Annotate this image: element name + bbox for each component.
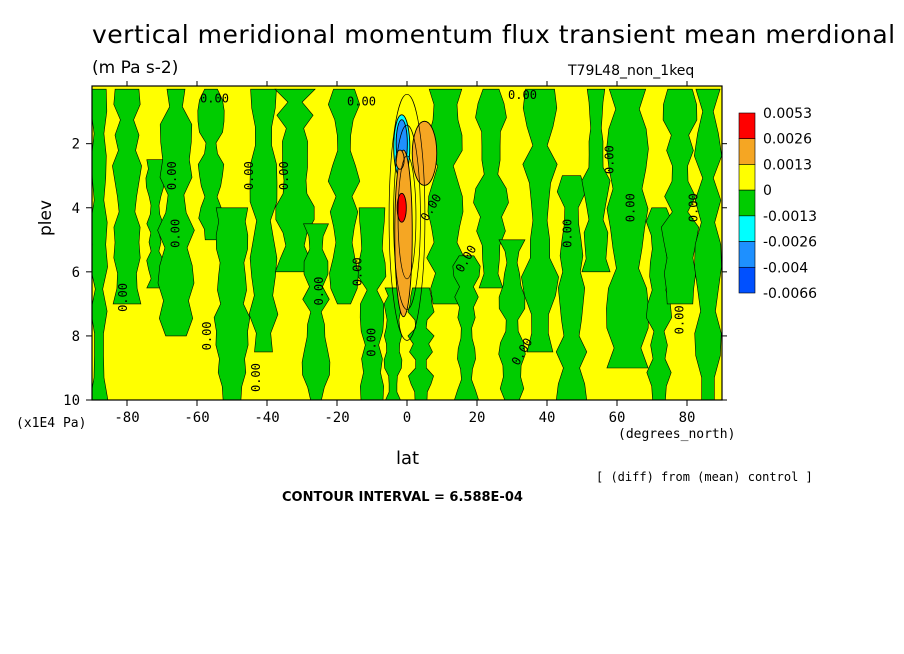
x-tick-label: -80 <box>114 410 139 426</box>
negative-region <box>248 88 279 353</box>
colorbar-legend: 0.0053 0.0026 0.0013 0 -0.0013 -0.0026 -0.004 -… <box>738 106 817 302</box>
contour-label: 0.00 <box>200 321 214 350</box>
contour-label: 0.00 <box>200 91 229 105</box>
negative-region <box>357 207 387 400</box>
contour-label: 0.00 <box>603 145 617 174</box>
y-tick-label: 10 <box>63 393 80 409</box>
positive-mid-region <box>411 120 438 186</box>
negative-region <box>327 88 361 305</box>
colorbar-label: -0.0013 <box>763 209 817 225</box>
negative-region <box>581 88 611 273</box>
contour-label: 0.00 <box>249 363 263 392</box>
contour-label: 0.00 <box>351 257 365 286</box>
contour-label: 0.00 <box>277 161 291 190</box>
contour-line <box>393 124 421 310</box>
contour-label: 0.00 <box>242 161 256 190</box>
contour-label: 0.00 <box>169 219 183 248</box>
negative-region <box>452 255 481 400</box>
negative-region <box>606 88 649 369</box>
x-tick-label: -40 <box>254 410 279 426</box>
colorbar-swatch <box>738 189 756 217</box>
contour-label: 0.00 <box>365 328 379 357</box>
x-tick-label: -60 <box>184 410 209 426</box>
contour-label: 0.00 <box>508 88 537 102</box>
y-axis: 2 4 6 8 10 <box>63 137 727 409</box>
negative-region <box>521 88 559 353</box>
contour-label: 0.00 <box>673 305 687 334</box>
y-tick-label: 8 <box>72 329 80 345</box>
y-axis-label: plev <box>36 199 56 236</box>
negative-region <box>555 175 588 400</box>
negative-region <box>112 88 142 305</box>
x-tick-label: 20 <box>469 410 486 426</box>
negative-region <box>498 239 526 400</box>
chart-units: (m Pa s-2) <box>92 58 179 78</box>
contour-label: 0.00 <box>624 193 638 222</box>
colorbar-label: -0.004 <box>763 260 808 276</box>
colorbar-swatch <box>738 112 756 140</box>
contour-label: 0.00 <box>116 283 130 312</box>
contour-field: 0.00 0.00 0.00 0.00 0.00 0.00 0.00 0.00 0.00 0.00… <box>92 86 722 400</box>
colorbar-swatch <box>738 241 756 268</box>
colorbar-label: 0.0013 <box>763 157 812 173</box>
chart-title: vertical meridional momentum flux transi… <box>92 20 896 49</box>
y-tick-label: 4 <box>72 201 80 217</box>
colorbar-swatch <box>738 138 756 165</box>
colorbar-label: -0.0066 <box>763 286 817 302</box>
x-tick-label: 0 <box>403 410 411 426</box>
colorbar-label: 0.0026 <box>763 132 812 148</box>
negative-region <box>213 207 251 400</box>
y-tick-label: 2 <box>72 137 80 153</box>
run-name: T79L48_non_1keq <box>568 63 695 79</box>
x-tick-label: 80 <box>679 410 696 426</box>
contour-interval: CONTOUR INTERVAL = 6.588E-04 <box>282 490 523 505</box>
contour-label: 0.00 <box>561 219 575 248</box>
x-axis-unit: (degrees_north) <box>618 427 736 442</box>
contour-label: 0.00 <box>347 95 376 109</box>
positive-mid-region <box>394 149 413 318</box>
x-tick-label: -20 <box>324 410 349 426</box>
y-axis-unit: (x1E4 Pa) <box>16 416 87 431</box>
x-tick-label: 40 <box>539 410 556 426</box>
colorbar-swatch <box>738 266 756 294</box>
x-tick-label: 60 <box>609 410 626 426</box>
colorbar-label: -0.0026 <box>763 235 817 251</box>
colorbar-label: 0 <box>763 183 772 199</box>
negative-region <box>693 88 722 400</box>
contour-line <box>397 155 417 280</box>
contour-label: 0.00 <box>312 277 326 306</box>
contour-label: 0.00 <box>687 193 701 222</box>
colorbar-swatch <box>738 164 756 191</box>
x-axis-label: lat <box>396 448 420 469</box>
negative-region <box>301 223 331 400</box>
negative-region <box>407 287 435 400</box>
contour-line <box>388 93 426 341</box>
colorbar-label: 0.0053 <box>763 106 812 122</box>
negative-region <box>92 88 109 400</box>
negative-region <box>660 88 700 305</box>
colorbar-swatch <box>738 215 756 242</box>
diff-note: [ (diff) from (mean) control ] <box>596 470 813 484</box>
contour-label: 0.00 <box>165 161 179 190</box>
negative-region <box>383 287 403 400</box>
y-tick-label: 6 <box>72 265 80 281</box>
negative-region <box>157 88 195 337</box>
positive-max-region <box>396 192 407 223</box>
x-axis: -80 -60 -40 -20 0 20 40 60 80 <box>114 81 695 426</box>
